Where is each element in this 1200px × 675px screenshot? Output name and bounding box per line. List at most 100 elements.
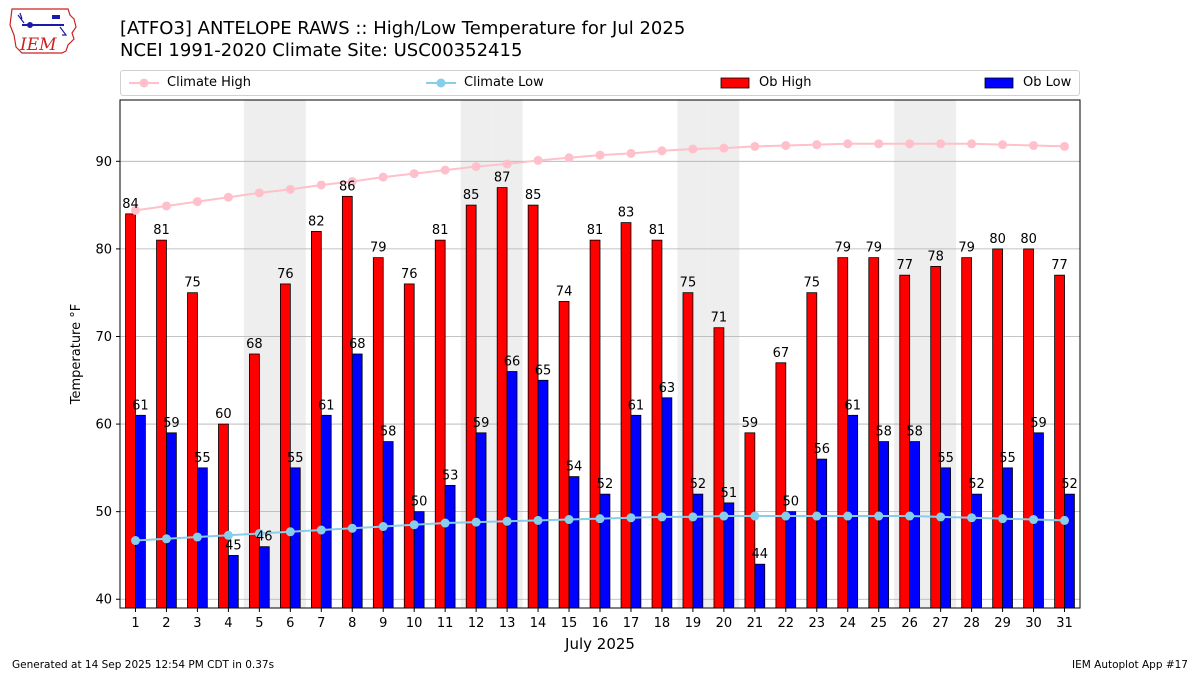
- ob-low-value-label: 50: [782, 495, 799, 510]
- ob-high-value-label: 82: [308, 214, 325, 229]
- x-tick-label: 2: [162, 616, 170, 631]
- climate-high-point: [843, 139, 853, 149]
- x-tick-label: 10: [406, 616, 423, 631]
- ob-high-value-label: 85: [525, 188, 542, 203]
- ob-low-value-label: 61: [318, 398, 335, 413]
- ob-low-bar: [847, 414, 859, 609]
- climate-low-point: [254, 529, 264, 539]
- ob-low-bar: [692, 493, 704, 609]
- ob-high-value-label: 71: [711, 311, 728, 326]
- ob-low-value-label: 55: [999, 451, 1016, 466]
- x-tick-label: 16: [592, 616, 609, 631]
- climate-low-point: [347, 523, 357, 533]
- climate-high-point: [1060, 141, 1070, 151]
- climate-high-point: [781, 141, 791, 151]
- ob-high-value-label: 75: [184, 276, 201, 291]
- climate-low-point: [161, 534, 171, 544]
- ob-low-value-label: 61: [844, 398, 861, 413]
- ob-high-value-label: 76: [277, 267, 294, 282]
- climate-low-point: [595, 514, 605, 524]
- climate-low-point: [502, 516, 512, 526]
- ob-high-value-label: 84: [122, 197, 139, 212]
- climate-low-point: [719, 511, 729, 521]
- x-tick-label: 22: [778, 616, 795, 631]
- ob-low-value-label: 53: [442, 468, 459, 483]
- climate-low-point: [905, 511, 915, 521]
- ob-high-bar: [280, 283, 291, 609]
- ob-high-value-label: 67: [773, 346, 790, 361]
- ob-high-value-label: 83: [618, 206, 635, 221]
- ob-high-value-label: 60: [215, 407, 232, 422]
- ob-low-bar: [1064, 493, 1075, 609]
- climate-low-point: [192, 532, 202, 542]
- ob-high-value-label: 78: [927, 249, 944, 264]
- ob-low-value-label: 45: [225, 538, 242, 553]
- ob-high-value-label: 80: [989, 232, 1006, 247]
- y-tick-label: 90: [95, 155, 112, 170]
- climate-low-point: [750, 511, 760, 521]
- ob-low-value-label: 61: [628, 398, 645, 413]
- ob-high-bar: [651, 239, 663, 609]
- climate-low-point: [998, 514, 1008, 524]
- y-tick-label: 50: [95, 505, 112, 520]
- ob-high-bar: [682, 292, 694, 609]
- climate-low-point: [688, 512, 698, 522]
- app-credit: IEM Autoplot App #17: [1072, 659, 1188, 671]
- climate-high-point: [409, 169, 419, 179]
- ob-high-bar: [930, 266, 942, 609]
- ob-low-bar: [661, 397, 673, 609]
- chart-legend: Climate High Climate Low Ob High Ob Low: [120, 70, 1080, 96]
- climate-high-point: [502, 159, 512, 169]
- climate-low-point: [471, 517, 481, 527]
- chart-subtitle: NCEI 1991-2020 Climate Site: USC00352415: [120, 40, 523, 61]
- ob-low-value-label: 56: [813, 442, 830, 457]
- x-tick-label: 31: [1056, 616, 1073, 631]
- y-tick-label: 40: [95, 593, 112, 608]
- iem-logo: IEM: [8, 5, 82, 59]
- legend-label: Ob High: [759, 75, 812, 90]
- climate-high-point: [192, 197, 202, 207]
- climate-lines: [130, 139, 1070, 546]
- climate-low-point: [409, 520, 419, 530]
- climate-high-point: [688, 144, 698, 154]
- ob-low-value-label: 51: [721, 486, 738, 501]
- ob-high-bar: [1054, 274, 1065, 609]
- x-tick-label: 23: [809, 616, 826, 631]
- x-tick-label: 24: [839, 616, 856, 631]
- x-tick-label: 8: [348, 616, 356, 631]
- x-tick-label: 3: [193, 616, 201, 631]
- ob-low-value-label: 44: [752, 547, 769, 562]
- ob-low-value-label: 55: [287, 451, 304, 466]
- x-tick-label: 21: [747, 616, 764, 631]
- ob-low-value-label: 58: [906, 425, 923, 440]
- ob-low-bar: [135, 414, 146, 609]
- ob-low-value-label: 55: [937, 451, 954, 466]
- climate-high-point: [626, 148, 636, 158]
- ob-low-value-label: 58: [380, 425, 397, 440]
- ob-high-bar: [744, 432, 756, 609]
- legend-label: Climate High: [167, 75, 252, 90]
- ob-low-bar: [506, 371, 518, 609]
- climate-high-point: [874, 139, 884, 149]
- generated-timestamp: Generated at 14 Sep 2025 12:54 PM CDT in…: [12, 659, 275, 671]
- y-axis-label: Temperature °F: [69, 304, 84, 405]
- x-tick-label: 5: [255, 616, 263, 631]
- ob-low-value-label: 55: [194, 451, 211, 466]
- ob-high-bar: [527, 204, 539, 609]
- ob-low-value-label: 58: [875, 425, 892, 440]
- climate-low-point: [533, 515, 543, 525]
- climate-low-point: [967, 513, 977, 523]
- x-tick-label: 12: [468, 616, 485, 631]
- x-tick-label: 25: [870, 616, 887, 631]
- climate-high-point: [812, 140, 822, 150]
- climate-high-point: [1029, 141, 1039, 151]
- ob-high-bar: [961, 257, 973, 609]
- climate-high-point: [533, 155, 543, 165]
- ob-high-bar: [434, 239, 446, 609]
- climate-low-point: [223, 530, 233, 540]
- ob-low-value-label: 46: [256, 530, 273, 545]
- x-tick-label: 19: [685, 616, 702, 631]
- ob-high-value-label: 79: [958, 241, 975, 256]
- ob-high-value-label: 79: [835, 241, 852, 256]
